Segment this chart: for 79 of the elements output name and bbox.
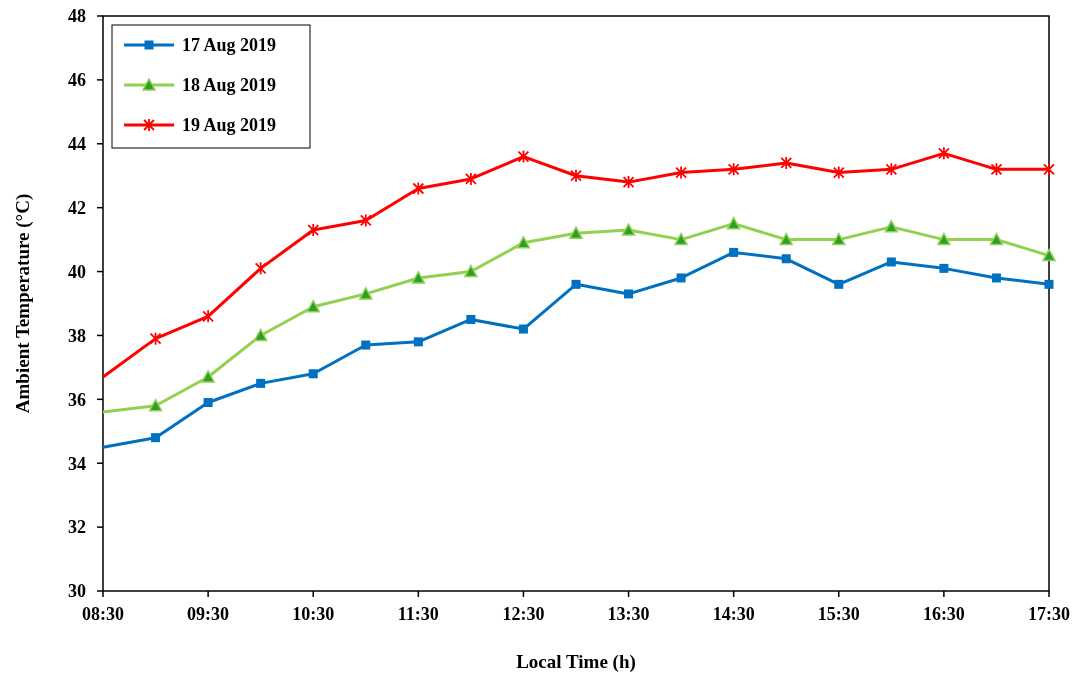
point [517,149,530,164]
y-tick-label: 36 [68,389,86,410]
point [885,162,898,177]
point [622,175,635,190]
legend-label: 17 Aug 2019 [182,35,277,56]
point [569,226,583,239]
legend-label: 18 Aug 2019 [182,75,277,96]
point [359,213,372,228]
point [729,247,739,257]
point [832,232,846,246]
y-axis-title: Ambient Temperature (°C) [12,193,34,414]
y-tick-label: 48 [68,6,86,27]
point [149,331,162,346]
point [1043,162,1055,177]
point [254,261,267,276]
point [413,337,423,347]
point [307,223,320,237]
y-tick-label: 34 [68,453,86,474]
x-axis-title: Local Time (h) [516,651,636,673]
point [834,279,844,289]
point [990,162,1003,177]
point [308,369,318,379]
point [624,289,634,299]
point [675,165,688,180]
x-tick-label: 09:30 [187,604,230,624]
point [1042,248,1056,262]
x-tick-label: 10:30 [292,604,335,624]
y-tick-label: 30 [68,581,86,602]
point [571,279,581,289]
point [306,299,320,313]
point [939,263,949,273]
point [464,172,477,186]
y-tick-label: 38 [68,325,86,346]
point [151,433,161,443]
point [621,223,636,236]
point [886,257,896,267]
point [256,378,266,388]
y-tick-label: 40 [68,261,86,282]
point [466,314,476,324]
point [412,181,425,196]
x-tick-label: 08:30 [82,604,124,624]
point [780,156,793,170]
point [359,287,373,300]
x-tick-label: 12:30 [502,604,545,624]
legend-label: 19 Aug 2019 [182,115,277,136]
point [937,232,951,246]
point [989,232,1004,246]
point [202,309,215,324]
point [253,328,268,342]
point [781,254,791,264]
point [832,165,845,180]
x-tick-label: 15:30 [817,604,860,624]
point [361,340,371,350]
point [726,216,741,230]
x-tick-label: 16:30 [922,604,965,624]
point [1044,279,1054,289]
point [727,162,740,177]
point [201,370,215,383]
point [937,146,950,161]
point [884,220,899,233]
y-tick-label: 32 [68,517,86,538]
x-tick-label: 11:30 [397,604,439,624]
point [570,168,582,183]
point [779,232,793,246]
point [411,271,426,284]
point [674,232,688,246]
y-tick-label: 44 [68,134,86,155]
x-tick-label: 14:30 [712,604,755,624]
point [464,264,478,278]
point [991,273,1001,283]
point [516,236,531,249]
point [518,324,528,334]
x-tick-label: 13:30 [607,604,650,624]
x-tick-label: 17:30 [1028,604,1070,624]
point [148,398,163,412]
point [676,273,686,283]
point [203,398,213,408]
y-tick-label: 46 [68,70,86,91]
y-tick-label: 42 [68,197,86,218]
